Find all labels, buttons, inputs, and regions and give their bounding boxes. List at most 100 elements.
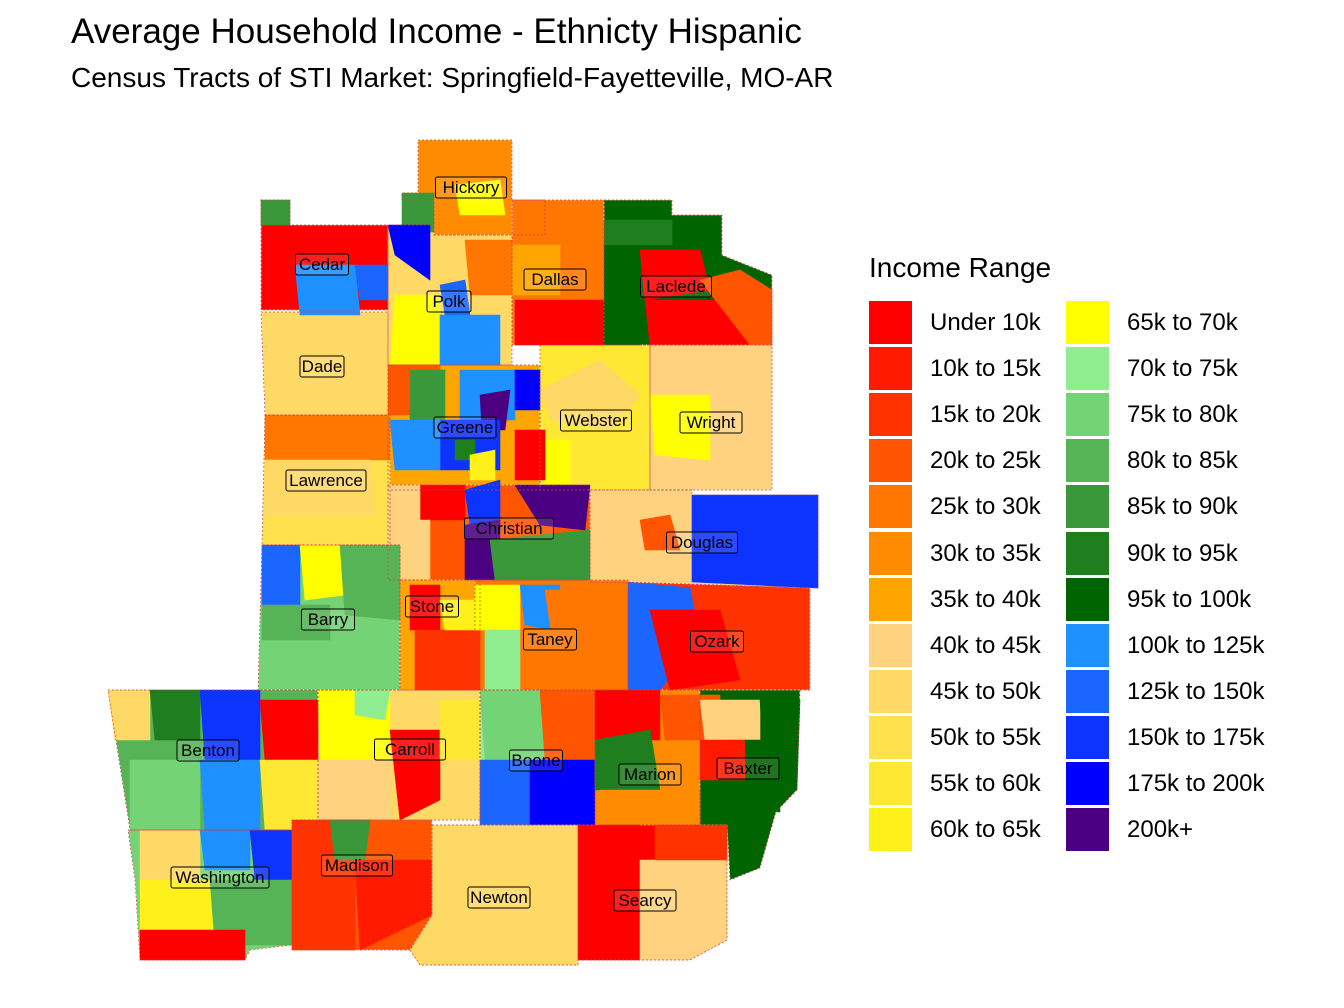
county-label-laclede: Laclede xyxy=(640,275,712,298)
census-tract xyxy=(654,824,728,861)
census-tract xyxy=(259,759,319,831)
census-tract xyxy=(649,344,773,396)
county-label-webster: Webster xyxy=(560,409,632,432)
census-tract xyxy=(264,414,391,461)
county-label-box xyxy=(679,411,743,434)
legend-label: 55k to 60k xyxy=(930,770,1041,797)
legend-label: 45k to 50k xyxy=(930,677,1041,705)
census-tract xyxy=(199,759,261,831)
legend-label: 60k to 65k xyxy=(930,816,1041,844)
county-name: Polk xyxy=(432,292,466,311)
legend-item: 100k to 125k xyxy=(1066,623,1286,670)
county-name: Lawrence xyxy=(289,471,363,490)
census-tract xyxy=(639,514,681,551)
county-label-box xyxy=(301,608,355,631)
county-label-box xyxy=(640,275,712,298)
legend-label: 125k to 150k xyxy=(1127,677,1265,705)
county-label-box xyxy=(435,176,507,199)
county-name: Carroll xyxy=(385,740,435,759)
census-tract xyxy=(603,219,673,246)
county-name: Dade xyxy=(302,357,343,376)
legend-label: 15k to 20k xyxy=(930,401,1041,429)
legend-item: 45k to 50k xyxy=(869,669,1089,716)
county-label-box xyxy=(426,290,472,313)
county-label-douglas: Douglas xyxy=(666,531,738,554)
legend-swatch xyxy=(1066,577,1109,621)
census-tract xyxy=(419,484,466,521)
census-tract xyxy=(539,359,641,431)
legend-item: 70k to 75k xyxy=(1066,347,1286,393)
census-tract xyxy=(599,789,701,826)
county-label-wright: Wright xyxy=(679,411,743,434)
county-label-baxter: Baxter xyxy=(716,757,780,780)
county-label-polk: Polk xyxy=(426,290,472,313)
county-label-box xyxy=(405,595,459,618)
county-label-taney: Taney xyxy=(523,628,577,651)
county-label-stone: Stone xyxy=(405,595,459,618)
census-tract xyxy=(317,759,391,821)
legend-swatch xyxy=(1066,808,1109,852)
legend-item: 30k to 35k xyxy=(869,531,1089,578)
legend-swatch xyxy=(869,393,912,437)
county-label-box xyxy=(176,739,240,762)
legend-swatch xyxy=(869,439,912,483)
census-tract xyxy=(514,299,605,346)
county-label-box xyxy=(666,531,738,554)
county-label-box xyxy=(613,889,677,912)
legend-swatch xyxy=(1066,301,1109,344)
census-tract xyxy=(514,369,541,411)
legend-item: 40k to 45k xyxy=(869,623,1089,670)
county-name: Washington xyxy=(175,868,264,887)
county-boundary xyxy=(107,689,319,831)
census-tract xyxy=(603,244,641,346)
county-name: Marion xyxy=(624,765,676,784)
legend-item: 65k to 70k xyxy=(1066,301,1286,347)
county-name: Wright xyxy=(687,413,736,432)
county-name: Benton xyxy=(181,741,235,760)
county-name: Dallas xyxy=(531,270,578,289)
legend-item: 25k to 30k xyxy=(869,485,1089,531)
county-label-dade: Dade xyxy=(299,355,345,378)
county-name: Cedar xyxy=(299,255,346,274)
county-name: Searcy xyxy=(619,891,672,910)
census-tract xyxy=(149,689,201,741)
county-boundary xyxy=(627,581,811,691)
legend-swatch xyxy=(1066,531,1109,575)
county-label-box xyxy=(523,628,577,651)
county-boundary xyxy=(387,364,541,491)
county-label-searcy: Searcy xyxy=(613,889,677,912)
county-label-box xyxy=(618,763,682,786)
legend-swatch xyxy=(869,762,912,805)
legend-title: Income Range xyxy=(869,252,1052,283)
census-tract xyxy=(599,429,651,491)
legend-item: 35k to 40k xyxy=(869,577,1089,624)
legend-item: 150k to 175k xyxy=(1066,715,1286,762)
legend-label: 30k to 35k xyxy=(930,539,1041,567)
census-tract xyxy=(649,609,741,691)
census-tract xyxy=(544,439,571,491)
legend-label: 75k to 80k xyxy=(1127,401,1238,429)
map-subtitle: Census Tracts of STI Market: Springfield… xyxy=(71,62,834,93)
legend-swatch xyxy=(1066,669,1109,713)
legend-item: 55k to 60k xyxy=(869,762,1089,808)
legend-item: 75k to 80k xyxy=(1066,393,1286,439)
county-label-christian: Christian xyxy=(464,517,554,540)
county-boundary xyxy=(127,829,293,961)
county-name: Webster xyxy=(565,411,628,430)
map-title: Average Household Income - Ethnicty Hisp… xyxy=(71,12,802,51)
county-label-box xyxy=(285,469,367,492)
census-tract xyxy=(469,449,496,481)
choropleth-map: Hickory Cedar Polk Dallas Laclede Dade Webster… xyxy=(107,139,819,966)
legend-item: 50k to 55k xyxy=(869,715,1089,762)
legend-item: 90k to 95k xyxy=(1066,531,1286,578)
census-tract xyxy=(414,629,481,691)
census-tract xyxy=(260,199,291,226)
legend-swatch xyxy=(869,347,912,391)
county-label-lawrence: Lawrence xyxy=(285,469,367,492)
county-name: Douglas xyxy=(671,533,733,552)
legend-item: 80k to 85k xyxy=(1066,439,1286,485)
census-tract xyxy=(329,619,396,671)
county-name: Baxter xyxy=(723,759,772,778)
county-label-box xyxy=(295,253,349,276)
legend-item: 15k to 20k xyxy=(869,393,1089,439)
